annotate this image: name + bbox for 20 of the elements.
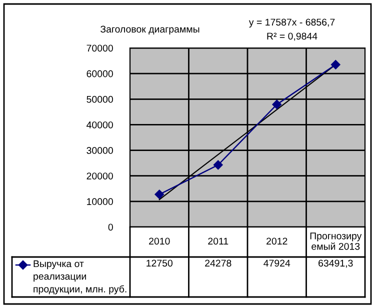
x-tick-label: Прогнозиру емый 2013 xyxy=(310,232,362,250)
x-tick-label: 2012 xyxy=(266,238,288,245)
x-tick-label: 2010 xyxy=(149,238,170,245)
data-label: 63491,3 xyxy=(318,260,353,268)
y-tick-label: 0 xyxy=(108,224,113,231)
data-label: 12750 xyxy=(146,260,173,267)
data-label: 47924 xyxy=(264,260,290,267)
y-tick-label: 60000 xyxy=(86,70,113,78)
y-tick-label: 20000 xyxy=(86,172,113,180)
x-tick-label: 2011 xyxy=(208,238,228,245)
y-tick-label: 70000 xyxy=(86,44,113,52)
y-tick-label: 30000 xyxy=(86,147,113,154)
y-tick-label: 50000 xyxy=(86,96,113,103)
text: R² = 0,9844 xyxy=(267,32,318,41)
text: y = 17587x - 6856,7 xyxy=(248,18,335,28)
legend-label: Выручка от реализации продукции, млн. руб. xyxy=(34,260,126,294)
chart-title: Заголовок диаграммы xyxy=(100,26,200,35)
y-tick-label: 40000 xyxy=(86,121,113,128)
data-label: 24278 xyxy=(205,260,232,267)
y-tick-label: 10000 xyxy=(87,198,113,206)
